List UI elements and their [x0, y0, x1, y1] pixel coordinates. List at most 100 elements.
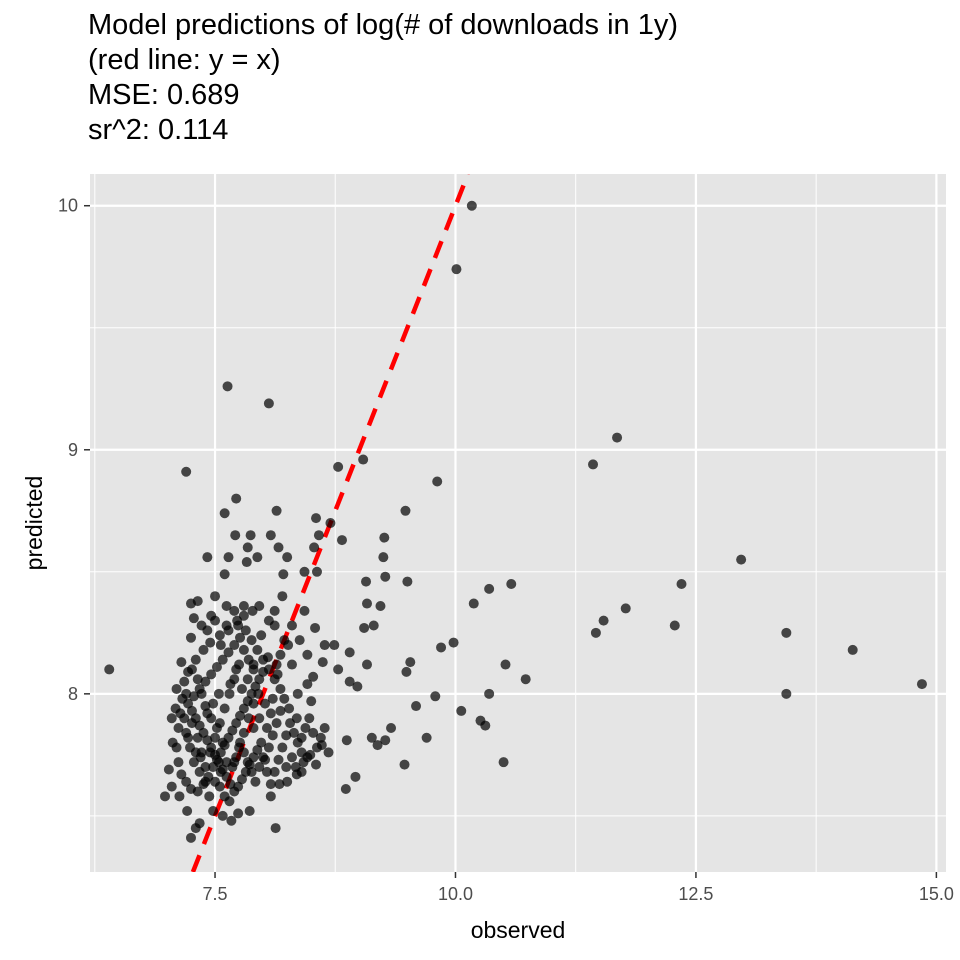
- data-point: [181, 466, 192, 477]
- data-point: [278, 569, 289, 580]
- data-point: [173, 723, 184, 734]
- data-point: [258, 752, 269, 763]
- data-point: [248, 698, 259, 709]
- data-point: [260, 698, 271, 709]
- data-point: [366, 732, 377, 743]
- data-point: [223, 552, 234, 563]
- data-point: [252, 744, 263, 755]
- data-point: [506, 579, 517, 590]
- chart-title: Model predictions of log(# of downloads …: [88, 8, 678, 148]
- data-point: [219, 703, 230, 714]
- data-point: [311, 513, 322, 524]
- data-point: [269, 674, 280, 685]
- data-point: [235, 710, 246, 721]
- data-point: [163, 764, 174, 775]
- data-point: [273, 542, 284, 553]
- data-point: [252, 552, 263, 563]
- data-point: [286, 752, 297, 763]
- data-point: [217, 654, 228, 665]
- data-point: [238, 747, 249, 758]
- data-point: [302, 649, 313, 660]
- data-point: [210, 732, 221, 743]
- data-point: [263, 664, 274, 675]
- data-point: [256, 737, 267, 748]
- data-point: [248, 659, 259, 670]
- data-point: [311, 759, 322, 770]
- data-point: [480, 720, 491, 731]
- data-point: [368, 620, 379, 631]
- data-point: [229, 640, 240, 651]
- data-point: [285, 718, 296, 729]
- data-point: [279, 693, 290, 704]
- y-axis-title: predicted: [21, 476, 47, 571]
- data-point: [223, 625, 234, 636]
- data-point: [279, 635, 290, 646]
- data-point: [263, 398, 274, 409]
- data-point: [333, 664, 344, 675]
- data-point: [245, 530, 256, 541]
- data-point: [104, 664, 115, 675]
- data-point: [292, 688, 303, 699]
- title-line-1: Model predictions of log(# of downloads …: [88, 9, 678, 41]
- data-point: [286, 659, 297, 670]
- data-point: [271, 505, 282, 516]
- data-point: [265, 791, 276, 802]
- data-point: [231, 752, 242, 763]
- data-point: [319, 640, 330, 651]
- data-point: [352, 681, 363, 692]
- data-point: [214, 630, 225, 641]
- data-point: [847, 644, 858, 655]
- data-point: [231, 664, 242, 675]
- data-point: [242, 674, 253, 685]
- data-point: [166, 781, 177, 792]
- data-point: [432, 476, 443, 487]
- data-point: [224, 796, 235, 807]
- data-point: [225, 779, 236, 790]
- data-point: [226, 815, 237, 826]
- data-point: [186, 664, 197, 675]
- data-point: [244, 805, 255, 816]
- data-point: [215, 640, 226, 651]
- data-point: [333, 461, 344, 472]
- data-point: [215, 766, 226, 777]
- data-point: [205, 637, 216, 648]
- data-point: [208, 698, 219, 709]
- data-point: [204, 791, 215, 802]
- data-point: [166, 713, 177, 724]
- data-point: [202, 552, 213, 563]
- data-point: [229, 786, 240, 797]
- data-point: [296, 766, 307, 777]
- data-point: [238, 644, 249, 655]
- data-point: [311, 566, 322, 577]
- data-point: [325, 518, 336, 528]
- data-point: [236, 774, 247, 785]
- x-tick-label: 7.5: [203, 884, 228, 904]
- data-point: [282, 552, 293, 563]
- data-point: [254, 674, 265, 685]
- data-point: [188, 691, 199, 702]
- y-tick-label: 8: [68, 684, 78, 704]
- data-point: [319, 723, 330, 734]
- data-point: [231, 493, 242, 504]
- data-point: [185, 598, 196, 609]
- data-point: [386, 723, 397, 734]
- data-point: [265, 779, 276, 790]
- data-point: [292, 737, 303, 748]
- data-point: [261, 723, 272, 734]
- data-point: [302, 679, 313, 690]
- data-point: [200, 676, 211, 687]
- data-point: [372, 740, 383, 751]
- data-point: [411, 701, 422, 712]
- data-point: [274, 779, 285, 790]
- y-tick-label: 10: [58, 196, 78, 216]
- data-point: [781, 688, 792, 699]
- data-point: [282, 776, 293, 787]
- data-point: [225, 679, 236, 690]
- data-point: [222, 381, 233, 392]
- data-point: [192, 674, 203, 685]
- data-point: [238, 703, 249, 714]
- data-point: [186, 705, 197, 716]
- data-point: [405, 657, 416, 668]
- data-point: [590, 627, 601, 638]
- data-point: [402, 576, 413, 587]
